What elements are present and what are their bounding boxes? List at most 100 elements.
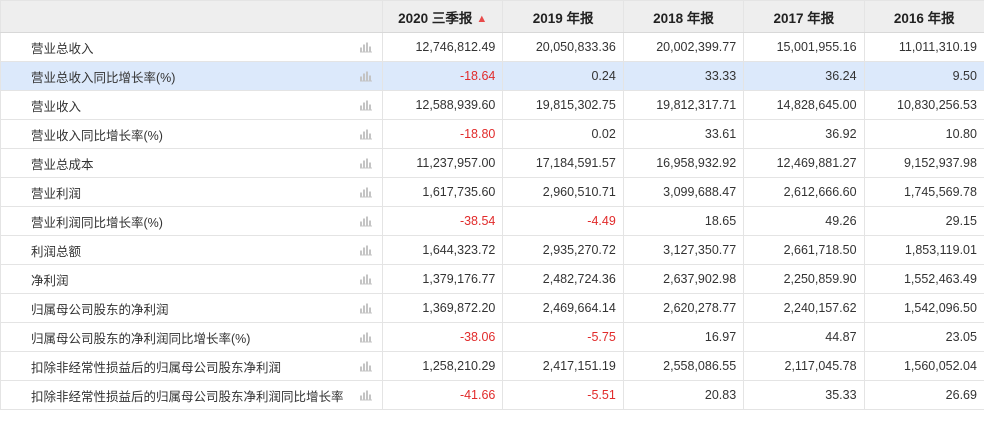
row-label-cell: 营业总收入 — [0, 32, 383, 62]
value-cell: 23.05 — [863, 322, 984, 352]
table-row: 归属母公司股东的净利润 1,369,872.20 2,469,664.14 2,620… — [0, 293, 984, 323]
value-cell: 44.87 — [743, 322, 865, 352]
row-label: 营业总成本 — [31, 157, 94, 172]
table-header-row: 2020 三季报 ▲ 2019 年报 2018 年报 2017 年报 2016 年… — [0, 0, 984, 33]
row-label: 利润总额 — [31, 244, 82, 259]
value-cell: 2,935,270.72 — [502, 235, 624, 265]
column-header-2020q3[interactable]: 2020 三季报 ▲ — [381, 0, 504, 33]
value-cell: 9.50 — [863, 61, 984, 91]
value-cell: 11,237,957.00 — [381, 148, 504, 178]
value-cell: 16.97 — [622, 322, 745, 352]
row-label-cell: 营业利润 — [0, 177, 383, 207]
value-cell: 3,127,350.77 — [622, 235, 745, 265]
bar-chart-icon[interactable] — [360, 158, 372, 169]
value-cell: 17,184,591.57 — [502, 148, 624, 178]
value-cell: 2,661,718.50 — [743, 235, 865, 265]
row-label-cell: 营业总收入同比增长率(%) — [0, 61, 383, 91]
value-cell: 2,250,859.90 — [743, 264, 865, 294]
value-cell: 2,612,666.60 — [743, 177, 865, 207]
value-cell: 11,011,310.19 — [863, 32, 984, 62]
row-label: 归属母公司股东的净利润同比增长率(%) — [31, 331, 251, 346]
row-label-cell: 利润总额 — [0, 235, 383, 265]
value-cell: 0.24 — [502, 61, 624, 91]
row-label-cell: 营业总成本 — [0, 148, 383, 178]
table-row: 扣除非经常性损益后的归属母公司股东净利润 1,258,210.29 2,417,15… — [0, 351, 984, 381]
value-cell: 2,620,278.77 — [622, 293, 745, 323]
row-label-cell: 营业收入 — [0, 90, 383, 120]
row-label: 营业利润同比增长率(%) — [31, 215, 163, 230]
bar-chart-icon[interactable] — [360, 216, 372, 227]
value-cell: -18.80 — [381, 119, 504, 149]
value-cell: 10,830,256.53 — [863, 90, 984, 120]
table-row: 净利润 1,379,176.77 2,482,724.36 2,637,902.98 2… — [0, 264, 984, 294]
value-cell: 26.69 — [863, 380, 984, 410]
value-cell: 19,812,317.71 — [622, 90, 745, 120]
bell-icon[interactable]: ▲ — [476, 12, 488, 25]
row-label: 营业收入同比增长率(%) — [31, 128, 163, 143]
bar-chart-icon[interactable] — [360, 303, 372, 314]
value-cell: 12,746,812.49 — [381, 32, 504, 62]
row-label-cell: 扣除非经常性损益后的归属母公司股东净利润 — [0, 351, 383, 381]
value-cell: 14,828,645.00 — [743, 90, 865, 120]
row-label-cell: 营业收入同比增长率(%) — [0, 119, 383, 149]
value-cell: 3,099,688.47 — [622, 177, 745, 207]
value-cell: 35.33 — [743, 380, 865, 410]
row-label: 扣除非经常性损益后的归属母公司股东净利润 — [31, 360, 282, 375]
value-cell: 16,958,932.92 — [622, 148, 745, 178]
value-cell: 18.65 — [622, 206, 745, 236]
value-cell: -38.06 — [381, 322, 504, 352]
value-cell: 2,469,664.14 — [502, 293, 624, 323]
value-cell: 1,644,323.72 — [381, 235, 504, 265]
column-header-2017[interactable]: 2017 年报 — [743, 0, 865, 33]
row-label: 营业总收入同比增长率(%) — [31, 70, 176, 85]
bar-chart-icon[interactable] — [360, 390, 372, 401]
value-cell: 33.33 — [622, 61, 745, 91]
table-body: 营业总收入 12,746,812.49 20,050,833.36 20,002,39… — [0, 32, 984, 410]
value-cell: -5.51 — [502, 380, 624, 410]
column-header-2016[interactable]: 2016 年报 — [863, 0, 984, 33]
bar-chart-icon[interactable] — [360, 42, 372, 53]
bar-chart-icon[interactable] — [360, 274, 372, 285]
table-row: 营业总成本 11,237,957.00 17,184,591.57 16,958,93… — [0, 148, 984, 178]
bar-chart-icon[interactable] — [360, 332, 372, 343]
value-cell: -18.64 — [381, 61, 504, 91]
column-header-label: 2020 三季报 — [398, 10, 473, 26]
row-label: 营业收入 — [31, 99, 82, 114]
table-row: 营业总收入 12,746,812.49 20,050,833.36 20,002,39… — [0, 32, 984, 62]
bar-chart-icon[interactable] — [360, 71, 372, 82]
value-cell: 2,482,724.36 — [502, 264, 624, 294]
value-cell: 1,617,735.60 — [381, 177, 504, 207]
value-cell: 2,960,510.71 — [502, 177, 624, 207]
row-label-cell: 净利润 — [0, 264, 383, 294]
value-cell: 2,117,045.78 — [743, 351, 865, 381]
value-cell: 1,745,569.78 — [863, 177, 984, 207]
value-cell: 36.24 — [743, 61, 865, 91]
value-cell: 10.80 — [863, 119, 984, 149]
value-cell: 12,469,881.27 — [743, 148, 865, 178]
bar-chart-icon[interactable] — [360, 361, 372, 372]
table-row: 营业利润同比增长率(%) -38.54 -4.49 18.65 49.26 29.15 — [0, 206, 984, 236]
value-cell: 1,379,176.77 — [381, 264, 504, 294]
table-row: 扣除非经常性损益后的归属母公司股东净利润同比增长率 -41.66 -5.51 20.8… — [0, 380, 984, 410]
value-cell: 0.02 — [502, 119, 624, 149]
row-label-cell: 扣除非经常性损益后的归属母公司股东净利润同比增长率 — [0, 380, 383, 410]
value-cell: 2,417,151.19 — [502, 351, 624, 381]
value-cell: 19,815,302.75 — [502, 90, 624, 120]
bar-chart-icon[interactable] — [360, 245, 372, 256]
bar-chart-icon[interactable] — [360, 187, 372, 198]
row-label-cell: 归属母公司股东的净利润同比增长率(%) — [0, 322, 383, 352]
table-row: 归属母公司股东的净利润同比增长率(%) -38.06 -5.75 16.97 44.87… — [0, 322, 984, 352]
value-cell: 36.92 — [743, 119, 865, 149]
table-row: 营业收入 12,588,939.60 19,815,302.75 19,812,317… — [0, 90, 984, 120]
column-header-2019[interactable]: 2019 年报 — [502, 0, 624, 33]
value-cell: -5.75 — [502, 322, 624, 352]
bar-chart-icon[interactable] — [360, 129, 372, 140]
row-label-cell: 营业利润同比增长率(%) — [0, 206, 383, 236]
value-cell: -4.49 — [502, 206, 624, 236]
column-header-2018[interactable]: 2018 年报 — [622, 0, 745, 33]
value-cell: 15,001,955.16 — [743, 32, 865, 62]
bar-chart-icon[interactable] — [360, 100, 372, 111]
header-corner-cell — [0, 0, 383, 33]
table-row: 营业总收入同比增长率(%) -18.64 0.24 33.33 36.24 9.50 — [0, 61, 984, 91]
value-cell: 2,240,157.62 — [743, 293, 865, 323]
